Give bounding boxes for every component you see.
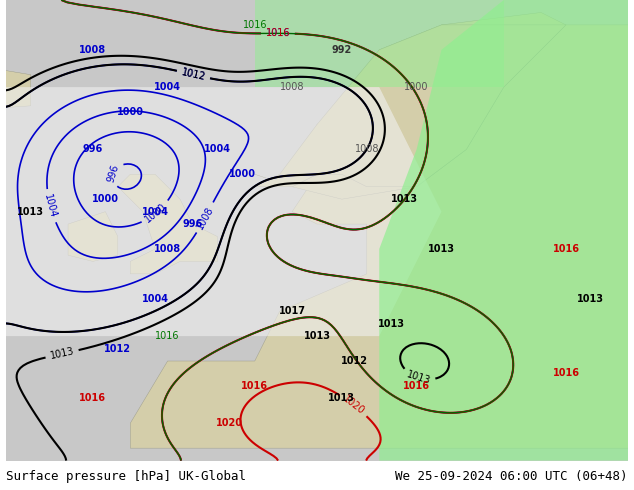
Polygon shape (68, 212, 118, 262)
Text: 1016: 1016 (552, 368, 579, 378)
Text: 1016: 1016 (79, 393, 107, 403)
Text: 1016: 1016 (155, 331, 180, 341)
Text: 1013: 1013 (49, 346, 75, 361)
Text: We 25-09-2024 06:00 UTC (06+48): We 25-09-2024 06:00 UTC (06+48) (395, 470, 628, 483)
Text: 1008: 1008 (354, 145, 379, 154)
Text: 1004: 1004 (42, 193, 58, 219)
Text: 1000: 1000 (143, 201, 169, 224)
Text: 1008: 1008 (79, 45, 107, 55)
Text: 1008: 1008 (195, 204, 216, 231)
Text: 1020: 1020 (216, 418, 243, 428)
Text: 1012: 1012 (180, 67, 207, 82)
Text: 1004: 1004 (204, 145, 231, 154)
Text: 1000: 1000 (404, 82, 429, 92)
Text: 1016: 1016 (266, 28, 290, 38)
Text: 1013: 1013 (328, 393, 356, 403)
Text: 1004: 1004 (141, 207, 169, 217)
Text: 1012: 1012 (105, 343, 131, 354)
Polygon shape (6, 0, 628, 461)
Text: 1016: 1016 (242, 381, 268, 391)
Polygon shape (6, 87, 441, 336)
Text: 1013: 1013 (304, 331, 330, 341)
Polygon shape (255, 25, 566, 187)
Text: 1013: 1013 (428, 244, 455, 254)
Text: 1013: 1013 (391, 194, 418, 204)
Polygon shape (130, 25, 634, 448)
Text: Surface pressure [hPa] UK-Global: Surface pressure [hPa] UK-Global (6, 470, 247, 483)
Polygon shape (255, 12, 566, 199)
Polygon shape (255, 0, 504, 87)
Text: 1016: 1016 (403, 381, 430, 391)
Polygon shape (0, 69, 30, 112)
Text: 1000: 1000 (117, 107, 144, 117)
Text: 1016: 1016 (266, 28, 290, 38)
Text: 1013: 1013 (17, 207, 44, 217)
Text: 1016: 1016 (552, 244, 579, 254)
Text: 992: 992 (332, 45, 352, 55)
Text: 1004: 1004 (141, 294, 169, 304)
Text: 1013: 1013 (406, 369, 432, 386)
Text: 1013: 1013 (378, 318, 405, 329)
Text: 1012: 1012 (180, 67, 207, 82)
Polygon shape (379, 0, 628, 461)
Text: 1008: 1008 (280, 82, 304, 92)
Text: 1008: 1008 (154, 244, 181, 254)
Text: 1000: 1000 (92, 194, 119, 204)
Text: 1012: 1012 (341, 356, 368, 366)
Polygon shape (118, 174, 217, 274)
Text: 1020: 1020 (340, 393, 366, 416)
Text: 1013: 1013 (578, 294, 604, 304)
Text: 996: 996 (183, 219, 203, 229)
Text: 996: 996 (106, 163, 121, 184)
Text: 1000: 1000 (229, 169, 256, 179)
Text: 1017: 1017 (278, 306, 306, 316)
Text: 996: 996 (83, 145, 103, 154)
Text: 1004: 1004 (154, 82, 181, 92)
Text: 1016: 1016 (243, 20, 267, 30)
